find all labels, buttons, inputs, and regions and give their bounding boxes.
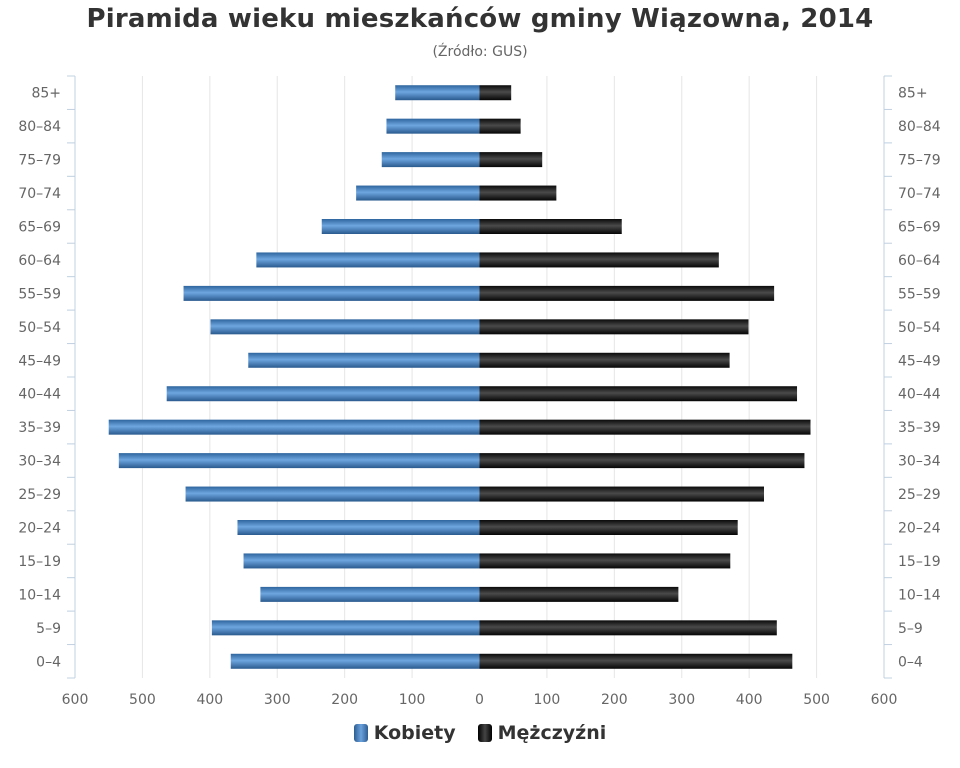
category-label-right: 30–34 [898, 454, 941, 470]
bar-female[interactable] [381, 152, 480, 168]
x-tick-label: 200 [331, 692, 358, 708]
x-tick-label: 200 [601, 692, 628, 708]
category-label-left: 85+ [31, 86, 61, 102]
category-label-right: 65–69 [898, 220, 941, 236]
category-label-right: 50–54 [898, 320, 941, 336]
bar-male[interactable] [479, 152, 543, 168]
bar-female[interactable] [260, 586, 480, 602]
x-tick-label: 300 [668, 692, 695, 708]
category-label-left: 55–59 [18, 286, 61, 302]
category-label-right: 55–59 [898, 286, 941, 302]
x-tick-label: 600 [871, 692, 898, 708]
category-label-left: 65–69 [18, 220, 61, 236]
category-label-left: 10–14 [18, 587, 61, 603]
bar-female[interactable] [237, 520, 480, 535]
category-label-left: 30–34 [18, 454, 61, 470]
chart-legend: Kobiety Mężczyźni [0, 722, 960, 744]
bar-female[interactable] [243, 553, 480, 569]
category-label-left: 0–4 [36, 654, 61, 670]
bar-male[interactable] [479, 419, 811, 435]
category-label-right: 15–19 [898, 554, 941, 570]
bar-male[interactable] [479, 219, 622, 234]
x-tick-label: 100 [534, 692, 561, 708]
bar-female[interactable] [185, 486, 480, 502]
bar-male[interactable] [479, 386, 798, 402]
category-label-right: 5–9 [898, 621, 923, 637]
category-label-left: 5–9 [36, 621, 61, 637]
bar-male[interactable] [479, 319, 749, 335]
bar-male[interactable] [479, 285, 775, 301]
category-label-left: 35–39 [18, 420, 61, 436]
bar-male[interactable] [479, 520, 738, 535]
category-label-left: 25–29 [18, 487, 61, 503]
x-tick-label: 0 [475, 692, 484, 708]
bar-male[interactable] [479, 486, 764, 502]
legend-label-female: Kobiety [373, 722, 456, 744]
category-label-left: 80–84 [18, 119, 61, 135]
category-label-right: 25–29 [898, 487, 941, 503]
bar-male[interactable] [479, 352, 730, 368]
bar-female[interactable] [166, 386, 480, 402]
category-label-right: 70–74 [898, 186, 941, 202]
x-tick-label: 400 [196, 692, 223, 708]
bar-female[interactable] [321, 219, 480, 234]
bar-female[interactable] [210, 319, 480, 335]
legend-swatch-male [477, 724, 492, 742]
category-label-left: 50–54 [18, 320, 61, 336]
x-tick-label: 600 [62, 692, 89, 708]
bar-male[interactable] [479, 453, 805, 469]
legend-item-female[interactable]: Kobiety [353, 722, 456, 744]
chart-title: Piramida wieku mieszkańców gminy Wiązown… [86, 4, 874, 34]
category-label-left: 75–79 [18, 153, 61, 169]
bar-male[interactable] [479, 586, 679, 602]
category-label-right: 10–14 [898, 587, 941, 603]
x-tick-label: 400 [736, 692, 763, 708]
bar-male[interactable] [479, 553, 731, 569]
bar-female[interactable] [356, 185, 480, 201]
population-pyramid-chart: 600 500 400 300 200 100 0 100 200 300 400 500 600 85+… [18, 75, 941, 708]
category-label-left: 40–44 [18, 387, 61, 403]
bar-female[interactable] [108, 419, 480, 435]
chart-subtitle: (Źródło: GUS) [432, 44, 528, 60]
legend-label-male: Mężczyźni [497, 722, 607, 744]
category-label-right: 40–44 [898, 387, 941, 403]
bar-female[interactable] [183, 285, 480, 301]
bar-female[interactable] [256, 252, 480, 268]
bar-male[interactable] [479, 185, 557, 201]
x-tick-label: 300 [264, 692, 291, 708]
bar-male[interactable] [479, 252, 719, 268]
category-label-right: 80–84 [898, 119, 941, 135]
bar-male[interactable] [479, 620, 777, 636]
bar-female[interactable] [118, 453, 480, 469]
category-label-left: 45–49 [18, 353, 61, 369]
category-label-right: 45–49 [898, 353, 941, 369]
bar-female[interactable] [248, 352, 480, 368]
category-label-left: 70–74 [18, 186, 61, 202]
bar-female[interactable] [230, 653, 480, 669]
bar-male[interactable] [479, 118, 521, 134]
legend-item-male[interactable]: Mężczyźni [477, 722, 607, 744]
category-label-right: 0–4 [898, 654, 923, 670]
bar-male[interactable] [479, 85, 512, 101]
bar-female[interactable] [395, 85, 480, 101]
category-label-left: 20–24 [18, 521, 61, 537]
legend-swatch-female [353, 724, 368, 742]
category-label-right: 60–64 [898, 253, 941, 269]
category-label-right: 85+ [898, 86, 928, 102]
category-label-left: 60–64 [18, 253, 61, 269]
bar-female[interactable] [386, 118, 480, 134]
category-label-right: 35–39 [898, 420, 941, 436]
bar-female[interactable] [211, 620, 480, 636]
category-label-left: 15–19 [18, 554, 61, 570]
x-tick-label: 100 [399, 692, 426, 708]
x-tick-label: 500 [129, 692, 156, 708]
category-label-right: 20–24 [898, 521, 941, 537]
category-label-right: 75–79 [898, 153, 941, 169]
bar-male[interactable] [479, 653, 793, 669]
x-tick-label: 500 [803, 692, 830, 708]
